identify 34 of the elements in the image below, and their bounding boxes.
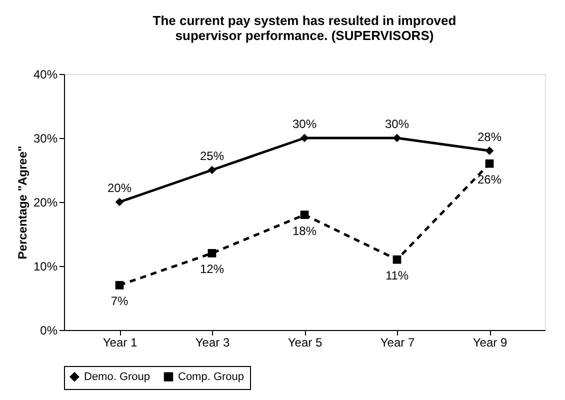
data-label: 7% <box>110 294 128 308</box>
y-tick-label: 10% <box>33 260 58 274</box>
x-tick-label: Year 9 <box>472 336 508 350</box>
data-label: 28% <box>477 130 502 144</box>
point <box>115 281 124 290</box>
point <box>115 198 124 206</box>
x-tick-label: Year 3 <box>195 336 230 350</box>
x-tick-label: Year 1 <box>102 336 138 350</box>
legend-label: Demo. Group <box>84 370 150 383</box>
point <box>485 159 494 168</box>
y-tick-label: 40% <box>33 68 58 82</box>
chart-title: The current pay system has resulted in improved supervisor performance. (SUPERVISORS) <box>152 13 456 43</box>
data-label: 11% <box>385 268 409 283</box>
point <box>300 210 309 219</box>
point <box>300 134 309 142</box>
data-label: 20% <box>107 181 132 195</box>
data-label: 30% <box>292 117 317 131</box>
y-tick-label: 20% <box>33 196 58 210</box>
point <box>485 146 494 155</box>
x-tick-label: Year 5 <box>288 336 322 350</box>
data-label: 18% <box>292 224 317 238</box>
point <box>208 166 216 174</box>
point <box>208 249 216 258</box>
legend-label: Comp. Group <box>178 370 244 383</box>
y-tick-label: 0% <box>40 324 58 338</box>
point <box>392 134 402 142</box>
data-label: 25% <box>200 149 224 163</box>
x-tick-label: Year 7 <box>380 336 415 350</box>
data-label: 12% <box>200 262 224 276</box>
y-tick-label: 30% <box>33 132 58 146</box>
data-label: 30% <box>384 117 410 131</box>
data-label: 26% <box>477 172 502 187</box>
point <box>392 255 402 264</box>
y-axis-title: Percentage "Agree" <box>15 146 30 260</box>
